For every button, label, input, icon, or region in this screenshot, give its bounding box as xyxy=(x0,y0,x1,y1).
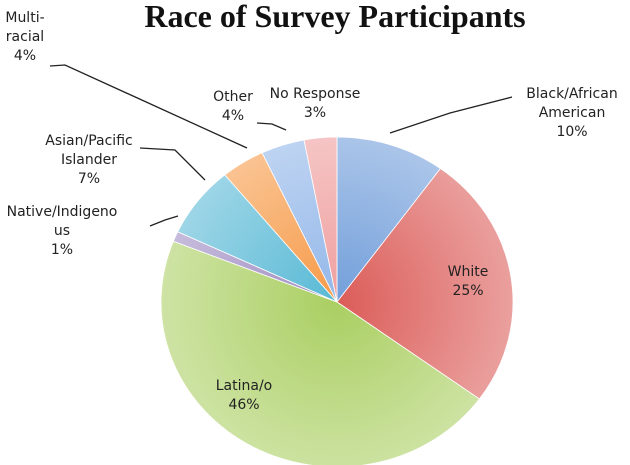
slice-label-0: Black/African American 10% xyxy=(526,86,617,140)
slice-label-4: Asian/Pacific Islander 7% xyxy=(45,133,132,187)
slice-value-text: 46% xyxy=(228,397,259,413)
slice-label-line: Latina/o xyxy=(216,378,273,394)
slice-label-3: Native/Indigeno us 1% xyxy=(7,204,118,258)
leader-line-0 xyxy=(389,96,513,134)
slice-value-text: 3% xyxy=(304,105,326,121)
pie-slice-2 xyxy=(160,240,480,465)
slice-label-6: Other 4% xyxy=(213,89,253,124)
slice-label-line: Black/African xyxy=(526,86,617,102)
slice-label-2: Latina/o 46% xyxy=(216,378,273,413)
slice-value-text: 25% xyxy=(452,283,483,299)
slice-label-line: racial xyxy=(6,29,44,45)
slice-label-line: Other xyxy=(213,89,253,105)
slice-label-5: Multi-racial 4% xyxy=(5,10,44,64)
slice-value-text: 1% xyxy=(51,242,73,258)
leader-line-3 xyxy=(149,215,179,227)
slice-label-line: Islander xyxy=(61,152,117,168)
slice-label-line: Multi- xyxy=(5,10,44,26)
pie-slice-7 xyxy=(303,136,338,303)
slice-value-text: 7% xyxy=(78,171,100,187)
slice-label-7: No Response 3% xyxy=(270,86,361,121)
slice-value-text: 4% xyxy=(14,48,36,64)
slice-value-text: 4% xyxy=(222,108,244,124)
slice-labels: Black/African American 10% White 25% Latina/o… xyxy=(5,10,617,413)
slice-label-line: Asian/Pacific xyxy=(45,133,132,149)
slice-label-line: No Response xyxy=(270,86,361,102)
leader-line-6 xyxy=(256,122,287,131)
leader-line-4 xyxy=(139,147,206,181)
slice-label-line: us xyxy=(54,223,70,239)
slice-label-1: White 25% xyxy=(448,264,489,299)
pie-slice-1 xyxy=(336,167,514,400)
slice-label-line: Native/Indigeno xyxy=(7,204,118,220)
leader-lines xyxy=(49,64,513,227)
slice-label-line: American xyxy=(539,105,606,121)
pie-slice-0 xyxy=(336,136,442,304)
pie-slices xyxy=(160,136,514,465)
slice-label-line: White xyxy=(448,264,489,280)
leader-line-5 xyxy=(49,64,248,149)
chart-title: Race of Survey Participants xyxy=(144,0,525,34)
slice-value-text: 10% xyxy=(556,124,587,140)
